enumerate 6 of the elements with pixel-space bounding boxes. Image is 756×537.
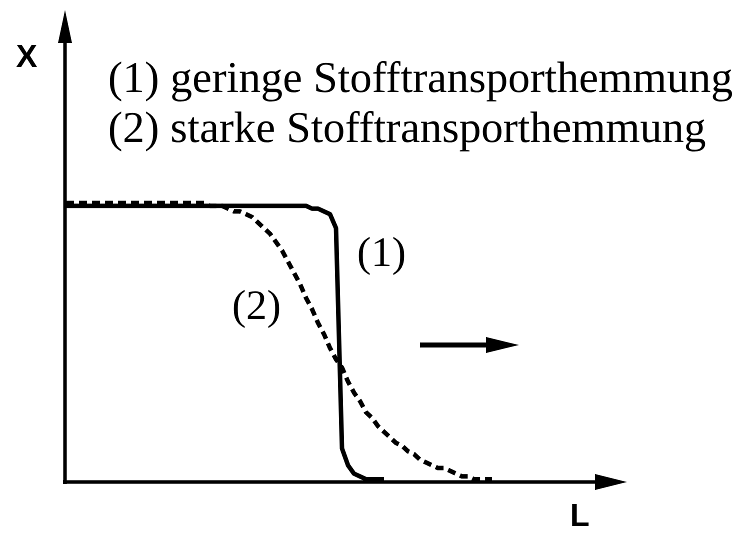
series-label: (2) (232, 283, 281, 329)
text: (1) geringe Stofftransporthemmung (108, 53, 733, 102)
series-label: (1) (357, 230, 406, 276)
text: (2) starke Stofftransporthemmung (108, 103, 706, 152)
y-axis-title: X (16, 38, 38, 74)
x-axis-title: L (570, 497, 590, 533)
